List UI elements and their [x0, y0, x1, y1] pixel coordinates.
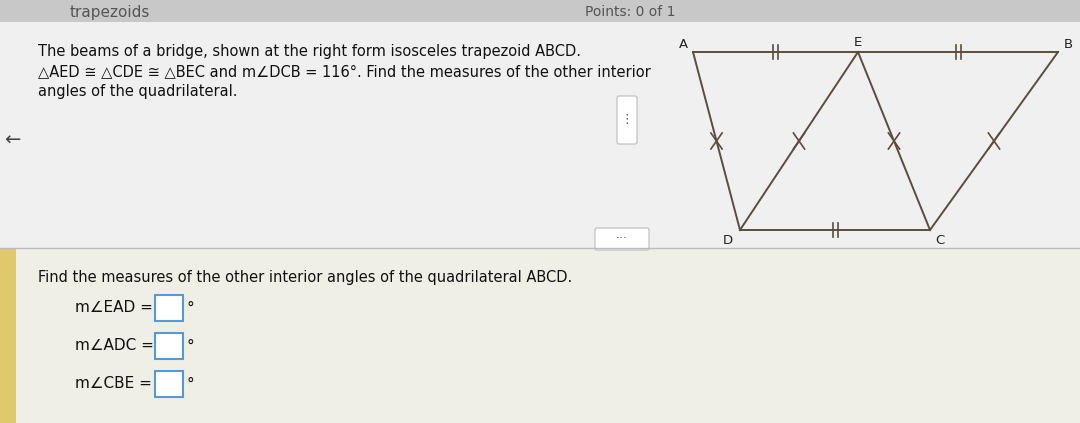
Bar [0, 22, 1080, 248]
Text: B: B [1064, 38, 1072, 50]
Text: angles of the quadrilateral.: angles of the quadrilateral. [38, 84, 238, 99]
FancyBboxPatch shape [156, 295, 183, 321]
Text: ···: ··· [616, 233, 627, 245]
Text: ⋮: ⋮ [621, 113, 633, 126]
Bar [0, 248, 1080, 423]
Text: °: ° [187, 376, 194, 392]
Text: Points: 0 of 1: Points: 0 of 1 [584, 5, 675, 19]
Text: °: ° [187, 338, 194, 354]
Text: C: C [935, 233, 945, 247]
Bar [0, 248, 16, 423]
Text: D: D [723, 233, 733, 247]
Text: m∠ADC =: m∠ADC = [75, 338, 153, 354]
Bar [0, 0, 1080, 22]
FancyBboxPatch shape [595, 228, 649, 250]
Text: A: A [678, 38, 688, 50]
Text: m∠EAD =: m∠EAD = [75, 300, 153, 316]
Text: Find the measures of the other interior angles of the quadrilateral ABCD.: Find the measures of the other interior … [38, 270, 572, 285]
FancyBboxPatch shape [156, 333, 183, 359]
Text: trapezoids: trapezoids [70, 5, 150, 19]
FancyBboxPatch shape [156, 371, 183, 397]
Text: E: E [854, 36, 862, 49]
Text: △AED ≅ △CDE ≅ △BEC and m∠DCB = 116°. Find the measures of the other interior: △AED ≅ △CDE ≅ △BEC and m∠DCB = 116°. Fin… [38, 64, 651, 79]
Text: ←: ← [4, 131, 21, 149]
Text: The beams of a bridge, shown at the right form isosceles trapezoid ABCD.: The beams of a bridge, shown at the righ… [38, 44, 581, 59]
Text: m∠CBE =: m∠CBE = [75, 376, 152, 392]
FancyBboxPatch shape [617, 96, 637, 144]
Text: °: ° [187, 300, 194, 316]
